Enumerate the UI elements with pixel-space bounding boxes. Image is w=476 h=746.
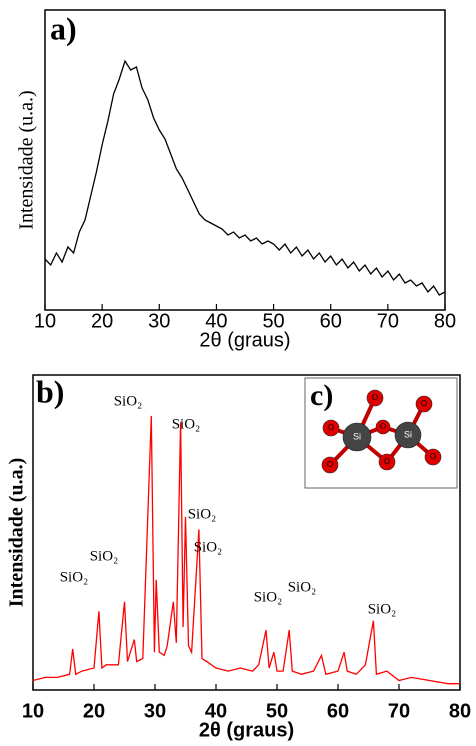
peak-annotation: SiO₂: [90, 548, 119, 564]
y-axis-label: Intensidade (u.a.): [6, 458, 28, 607]
data-line: [45, 61, 445, 295]
plot-frame: [45, 10, 445, 310]
peak-annotation: SiO₂: [288, 579, 317, 595]
x-tick-label: 30: [144, 700, 166, 722]
x-tick-label: 20: [83, 700, 105, 722]
atom-label: O: [327, 460, 333, 469]
atom-label: O: [380, 422, 386, 431]
x-tick-label: 30: [148, 310, 170, 332]
x-tick-label: 10: [34, 310, 56, 332]
x-axis-label: 2θ (graus): [199, 719, 294, 741]
panel-label: b): [36, 373, 64, 409]
atom-label: O: [430, 452, 436, 461]
inset-label: c): [310, 379, 333, 412]
figure: 10203040506070802θ (graus)Intensidade (u…: [0, 0, 476, 741]
panel-label: a): [50, 10, 77, 46]
inset: c) Si Si O O O O O O O: [305, 378, 457, 488]
peak-annotation: SiO₂: [254, 589, 283, 605]
x-tick-label: 70: [377, 310, 399, 332]
x-axis-label: 2θ (graus): [199, 329, 290, 351]
x-tick-label: 80: [449, 700, 471, 722]
atom-label: O: [328, 423, 334, 432]
atom-label: O: [421, 399, 427, 408]
atom-label: Si: [404, 429, 412, 439]
x-tick-label: 10: [22, 700, 44, 722]
peak-annotation: SiO₂: [172, 416, 201, 432]
atom-label: Si: [353, 431, 361, 441]
x-tick-label: 60: [327, 700, 349, 722]
x-tick-label: 70: [388, 700, 410, 722]
x-tick-label: 80: [434, 310, 456, 332]
atom-label: O: [384, 457, 390, 466]
peak-annotation: SiO₂: [60, 569, 89, 585]
y-axis-label: Intensidade (u.a.): [16, 90, 38, 229]
peak-annotation: SiO₂: [368, 601, 397, 617]
x-tick-label: 60: [320, 310, 342, 332]
peak-annotation: SiO₂: [114, 393, 143, 409]
x-tick-label: 20: [91, 310, 113, 332]
peak-annotation: SiO₂: [194, 539, 223, 555]
peak-annotation: SiO₂: [188, 506, 217, 522]
atom-label: O: [372, 393, 378, 402]
